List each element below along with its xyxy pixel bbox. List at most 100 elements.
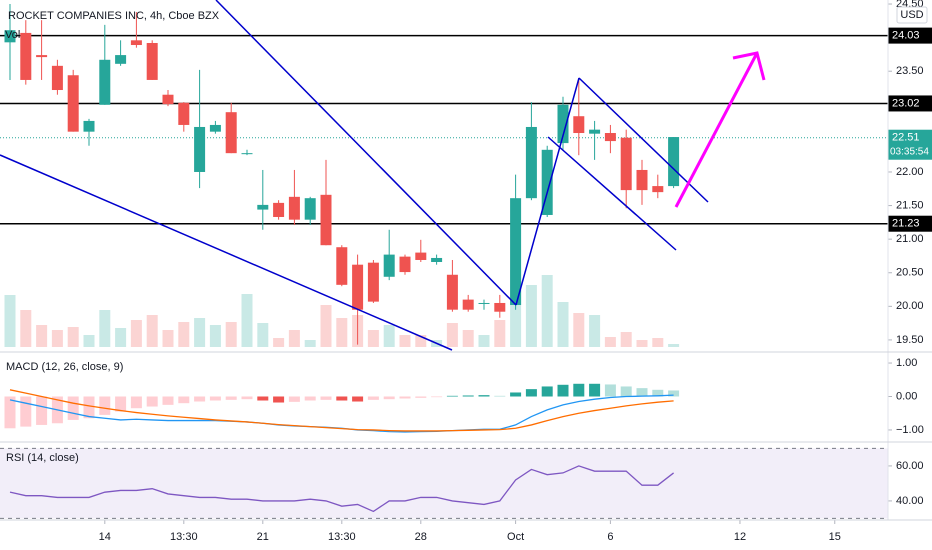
chart-title: ROCKET COMPANIES INC, 4h, Cboe BZX [8, 10, 220, 22]
candle-body [194, 126, 206, 172]
candle-body [99, 59, 111, 105]
histogram-bar [494, 395, 506, 397]
histogram-bar [525, 389, 537, 397]
last-price-box [888, 129, 932, 160]
y-tick-label: 21.00 [896, 233, 924, 245]
volume-bar [115, 328, 127, 347]
y-tick-label: 21.50 [896, 199, 924, 211]
volume-bar [225, 322, 237, 347]
histogram-bar [336, 396, 348, 401]
trend-line [215, 0, 517, 306]
candle-body [320, 194, 332, 246]
volume-bar [146, 315, 158, 347]
candle-body [462, 299, 474, 310]
volume-bar [462, 330, 474, 347]
candle-body [115, 55, 127, 64]
volume-bar [446, 323, 458, 347]
histogram-bar [462, 395, 474, 397]
candle-body [431, 257, 443, 262]
candle-body [162, 94, 174, 105]
histogram-bar [146, 396, 158, 407]
candle-body [478, 302, 490, 304]
volume-bar [415, 335, 427, 347]
histogram-bar [257, 396, 269, 401]
histogram-bar [636, 388, 648, 397]
candle-body [589, 129, 601, 134]
histogram-bar [225, 396, 237, 400]
histogram-bar [399, 396, 411, 399]
histogram-bar [541, 386, 553, 397]
candle-body [510, 198, 522, 305]
price-label-box [888, 27, 932, 44]
candle-body [620, 137, 632, 191]
volume-bar [99, 310, 111, 347]
histogram-bar [604, 384, 616, 397]
volume-bar [320, 305, 332, 347]
y-tick-label: 40.00 [896, 495, 924, 507]
histogram-bar [620, 386, 632, 397]
price-label: 23.02 [892, 97, 920, 109]
histogram-bar [573, 383, 585, 397]
macd-title: MACD (12, 26, close, 9) [6, 361, 123, 373]
volume-bar [4, 295, 16, 347]
x-tick-label: 15 [829, 531, 841, 543]
volume-bar [257, 323, 269, 347]
price-label: 21.23 [892, 218, 920, 230]
y-tick-label: 24.50 [896, 0, 924, 10]
candle-body [573, 116, 585, 134]
x-tick-label: 6 [607, 531, 613, 543]
candle-body [541, 149, 553, 215]
candle-body [652, 186, 664, 193]
volume-label: Vol [5, 29, 20, 41]
arrow-head [732, 51, 766, 81]
volume-bar [620, 332, 632, 347]
last-price: 22.51 [892, 132, 920, 144]
histogram-bar [83, 396, 95, 419]
volume-bar [51, 330, 63, 347]
volume-bar [162, 330, 174, 347]
histogram-bar [383, 396, 395, 400]
volume-bar [209, 325, 221, 347]
y-tick-label: 19.50 [896, 334, 924, 346]
histogram-bar [36, 396, 48, 425]
candle-body [399, 256, 411, 273]
volume-bar [304, 340, 316, 347]
histogram-bar [273, 396, 285, 403]
volume-bar [668, 344, 680, 347]
series-line [9, 465, 674, 513]
candle-body [525, 126, 537, 199]
y-tick-label: 1.00 [896, 357, 917, 369]
volume-bar [273, 338, 285, 347]
candle-body [383, 254, 395, 277]
candle-body [130, 40, 142, 46]
volume-bar [478, 335, 490, 347]
histogram-bar [4, 396, 16, 429]
candle-body [336, 247, 348, 285]
volume-bar [67, 327, 79, 347]
candle-body [636, 169, 648, 191]
candle-body [51, 65, 63, 91]
currency: USD [900, 9, 923, 21]
currency-box[interactable] [896, 6, 928, 24]
candle-body [146, 42, 158, 80]
candle-body [367, 262, 379, 302]
y-tick-label: 0.00 [896, 390, 917, 402]
histogram-bar [367, 396, 379, 400]
volume-bar [541, 275, 553, 347]
band-fill [0, 448, 888, 519]
histogram-bar [20, 396, 32, 427]
volume-bar [636, 340, 648, 347]
volume-bar [367, 330, 379, 347]
histogram-bar [67, 396, 79, 420]
histogram-bar [194, 396, 206, 402]
candle-body [36, 55, 48, 58]
candle-body [257, 204, 269, 210]
histogram-bar [115, 396, 127, 412]
histogram-bar [320, 396, 332, 400]
histogram-bar [178, 396, 190, 404]
histogram-bar [478, 395, 490, 397]
rsi-title: RSI (14, close) [6, 452, 79, 464]
volume-bar [130, 320, 142, 347]
volume-bar [288, 330, 300, 347]
